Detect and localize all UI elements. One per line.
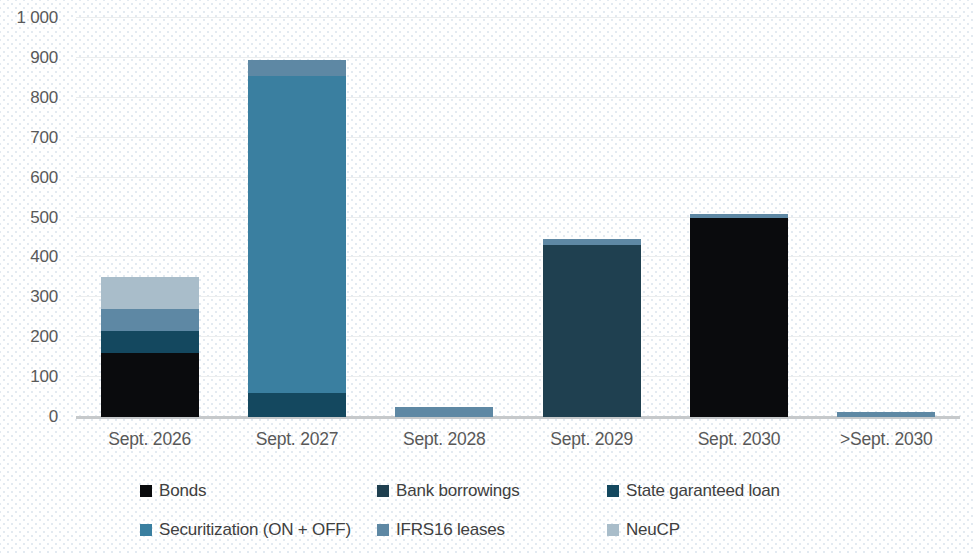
- legend-swatch-icon: [607, 485, 619, 497]
- bar-segment: [248, 393, 346, 417]
- bar-segment: [395, 407, 493, 417]
- x-axis-label: >Sept. 2030: [813, 429, 960, 450]
- stacked-bar: [101, 277, 199, 417]
- legend-swatch-icon: [140, 524, 152, 536]
- x-axis-label: Sept. 2030: [665, 429, 812, 450]
- bar-segment: [101, 331, 199, 353]
- y-tick-label: 900: [0, 48, 58, 68]
- legend-label: Bonds: [159, 481, 206, 501]
- stacked-bar: [690, 214, 788, 417]
- y-tick-label: 1 000: [0, 8, 58, 28]
- x-axis-label: Sept. 2027: [223, 429, 370, 450]
- legend-item: Bank borrowings: [377, 481, 607, 501]
- stacked-bar: [543, 239, 641, 417]
- legend-item: Securitization (ON + OFF): [140, 520, 377, 540]
- y-tick-label: 100: [0, 367, 58, 387]
- legend-swatch-icon: [607, 524, 619, 536]
- legend-swatch-icon: [377, 524, 389, 536]
- y-tick-label: 300: [0, 287, 58, 307]
- chart-legend: Bonds Bank borrowings State garanteed loan…: [140, 476, 930, 545]
- legend-item: State garanteed loan: [607, 481, 930, 501]
- y-tick-label: 500: [0, 208, 58, 228]
- bar-slot: [665, 18, 812, 417]
- legend-label: NeuCP: [626, 520, 680, 540]
- bar-segment: [101, 353, 199, 417]
- legend-label: Bank borrowings: [396, 481, 520, 501]
- legend-label: State garanteed loan: [626, 481, 780, 501]
- bar-slot: [518, 18, 665, 417]
- legend-label: IFRS16 leases: [396, 520, 505, 540]
- stacked-bar: [248, 60, 346, 417]
- legend-item: NeuCP: [607, 520, 930, 540]
- legend-swatch-icon: [140, 485, 152, 497]
- plot-area: [76, 18, 960, 417]
- x-axis: Sept. 2026Sept. 2027Sept. 2028Sept. 2029…: [76, 429, 960, 450]
- y-tick-label: 800: [0, 88, 58, 108]
- stacked-bar-chart: 0 100 200 300 400 500 600 700 800 900 1 000 Sept. …: [0, 0, 973, 553]
- x-axis-label: Sept. 2028: [371, 429, 518, 450]
- stacked-bar: [837, 412, 935, 417]
- bar-slot: [371, 18, 518, 417]
- y-tick-label: 700: [0, 128, 58, 148]
- y-tick-label: 0: [0, 407, 58, 427]
- y-tick-label: 600: [0, 168, 58, 188]
- x-axis-label: Sept. 2026: [76, 429, 223, 450]
- bar-segment: [101, 309, 199, 331]
- bar-segment: [690, 218, 788, 418]
- bar-segment: [248, 76, 346, 393]
- bars-container: [76, 18, 960, 417]
- bar-slot: [813, 18, 960, 417]
- legend-swatch-icon: [377, 485, 389, 497]
- stacked-bar: [395, 407, 493, 417]
- bar-segment: [543, 245, 641, 417]
- legend-item: IFRS16 leases: [377, 520, 607, 540]
- legend-item: Bonds: [140, 481, 377, 501]
- y-tick-label: 200: [0, 327, 58, 347]
- y-axis: 01002003004005006007008009001 000: [0, 18, 58, 417]
- bar-segment: [837, 412, 935, 417]
- bar-segment: [101, 277, 199, 309]
- y-tick-label: 400: [0, 247, 58, 267]
- legend-label: Securitization (ON + OFF): [159, 520, 351, 540]
- bar-slot: [76, 18, 223, 417]
- bar-slot: [223, 18, 370, 417]
- bar-segment: [248, 60, 346, 76]
- x-axis-label: Sept. 2029: [518, 429, 665, 450]
